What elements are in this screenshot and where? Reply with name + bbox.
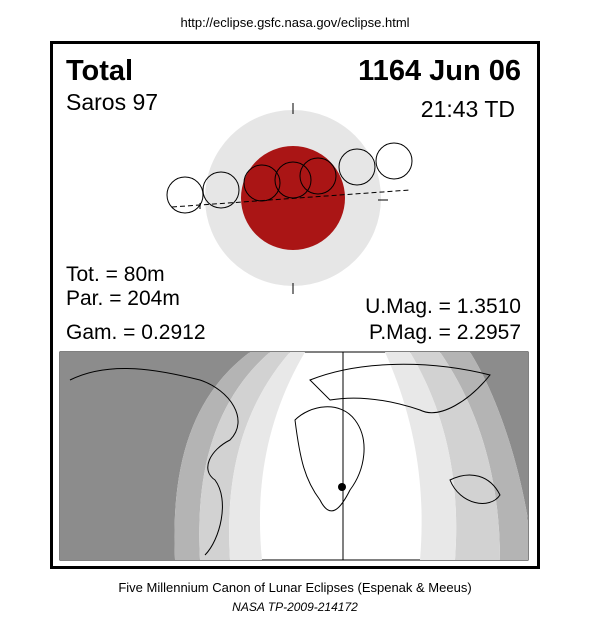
footer-canon: Five Millennium Canon of Lunar Eclipses … (118, 580, 471, 595)
eclipse-date: 1164 Jun 06 (358, 55, 521, 87)
url: http://eclipse.gsfc.nasa.gov/eclipse.htm… (180, 15, 409, 30)
gamma: Gam. = 0.2912 (66, 321, 206, 344)
penumbral-magnitude: P.Mag. = 2.2957 (369, 321, 521, 344)
footer-publication: NASA TP-2009-214172 (232, 600, 358, 614)
partial: Par. = 204m (66, 287, 180, 310)
visibility-map (59, 351, 529, 561)
time: 21:43 TD (421, 96, 515, 122)
totality: Tot. = 80m (66, 263, 165, 286)
saros: Saros 97 (66, 89, 158, 115)
umbral-magnitude: U.Mag. = 1.3510 (365, 295, 521, 318)
eclipse-type: Total (66, 55, 133, 87)
eclipse-diagram (166, 103, 413, 294)
